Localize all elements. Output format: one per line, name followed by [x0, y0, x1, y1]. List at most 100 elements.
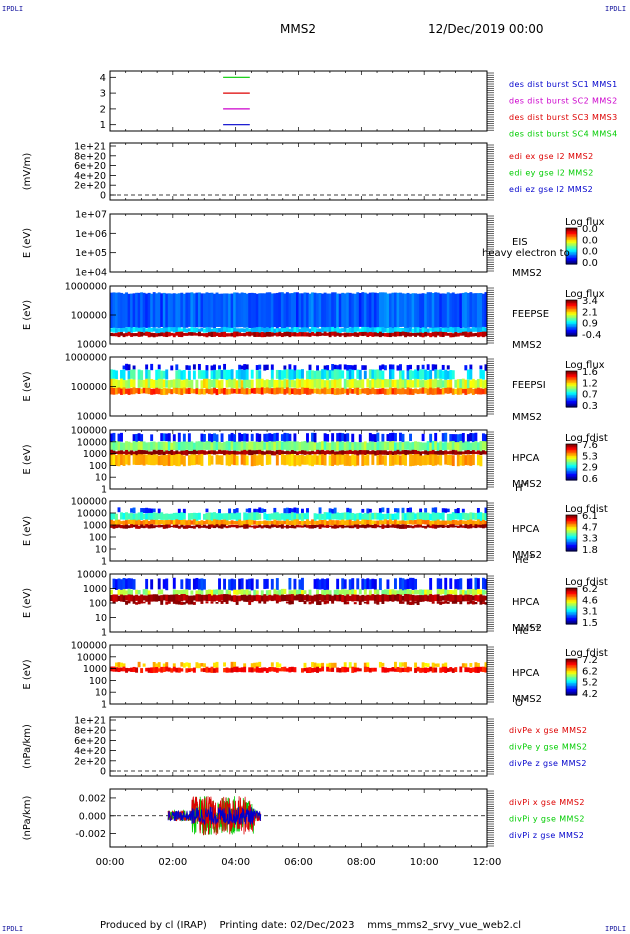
spectrogram-cell — [308, 332, 312, 337]
spectrogram-cell — [162, 524, 166, 529]
spectrogram-cell — [283, 432, 287, 442]
spectrogram-cell — [245, 369, 249, 381]
spectrogram-cell — [333, 379, 337, 388]
spectrogram-cell — [436, 512, 440, 521]
spectrogram-cell — [160, 520, 164, 525]
spectrogram-cell — [155, 387, 159, 394]
spectrogram-cell — [145, 331, 149, 336]
spectrogram-cell — [414, 454, 418, 466]
spectrogram-cell — [466, 589, 470, 595]
spectrogram-cell — [213, 519, 216, 526]
colorbar-cell — [566, 521, 577, 524]
spectrogram-cell — [411, 389, 415, 395]
spectrogram-cell — [275, 432, 279, 442]
spectrogram-cell — [127, 327, 131, 333]
spectrogram-cell — [318, 520, 322, 525]
spectrogram-cell — [195, 662, 199, 669]
spectrogram-cell — [295, 327, 299, 333]
spectrogram-cell — [125, 292, 128, 328]
spectrogram-cell — [112, 513, 116, 520]
spectrogram-cell — [228, 369, 232, 379]
spectrogram-cell — [270, 595, 274, 602]
spectrogram-cell — [469, 450, 473, 455]
spectrogram-cell — [378, 379, 382, 388]
spectrogram-cell — [248, 328, 252, 333]
spectrogram-cell — [303, 455, 307, 465]
spectrogram-cell — [434, 331, 438, 338]
spectrogram-cell — [285, 441, 289, 452]
panel-4-colorbar-title: Log flux — [565, 360, 605, 371]
spectrogram-cell — [293, 292, 297, 328]
spectrogram-cell — [263, 601, 267, 604]
spectrogram-cell — [376, 455, 380, 466]
spectrogram-cell — [376, 327, 380, 334]
spectrogram-cell — [399, 292, 402, 328]
spectrogram-cell — [451, 449, 455, 455]
spectrogram-cell — [240, 594, 244, 601]
spectrogram-cell — [401, 595, 405, 601]
spectrogram-cell — [218, 380, 221, 389]
panel-10-ytick-label: -0.002 — [75, 829, 106, 840]
spectrogram-cell — [391, 513, 395, 521]
spectrogram-cell — [456, 434, 460, 443]
spectrogram-cell — [253, 512, 257, 521]
spectrogram-cell — [378, 365, 382, 371]
spectrogram-cell — [476, 524, 480, 528]
spectrogram-cell — [454, 588, 458, 596]
spectrogram-cell — [135, 594, 139, 601]
spectrogram-cell — [280, 380, 284, 389]
spectrogram-cell — [466, 434, 470, 442]
spectrogram-cell — [205, 388, 209, 394]
spectrogram-cell — [157, 364, 161, 370]
colorbar-cell — [566, 601, 577, 604]
spectrogram-cell — [381, 379, 385, 389]
spectrogram-cell — [469, 432, 473, 442]
panel-8-ytick-label: 1000 — [83, 664, 107, 675]
spectrogram-cell — [278, 663, 282, 668]
spectrogram-cell — [459, 590, 463, 596]
spectrogram-cell — [439, 327, 443, 332]
spectrogram-cell — [145, 454, 149, 465]
spectrogram-cell — [238, 328, 242, 333]
spectrogram-cell — [426, 454, 430, 465]
spectrogram-cell — [165, 524, 169, 529]
spectrogram-cell — [388, 519, 392, 525]
spectrogram-cell — [436, 519, 440, 526]
colorbar-cell — [566, 683, 577, 686]
panel-8-ylabel: E (eV) — [22, 659, 33, 689]
panel-5-colorbar-tick: 5.3 — [582, 451, 598, 462]
spectrogram-cell — [353, 332, 357, 337]
spectrogram-cell — [316, 666, 319, 673]
spectrogram-cell — [172, 434, 176, 442]
panel-8-frame — [109, 644, 488, 705]
spectrogram-cell — [343, 332, 347, 338]
spectrogram-cell — [145, 293, 149, 328]
spectrogram-cell — [258, 449, 262, 455]
spectrogram-cell — [313, 667, 317, 673]
spectrogram-cell — [258, 524, 262, 528]
spectrogram-cell — [343, 293, 347, 329]
spectrogram-cell — [409, 332, 412, 337]
spectrogram-cell — [187, 519, 191, 526]
spectrogram-cell — [240, 380, 244, 388]
spectrogram-cell — [240, 520, 244, 526]
spectrogram-cell — [248, 331, 252, 337]
spectrogram-cell — [484, 578, 488, 590]
spectrogram-cell — [346, 512, 350, 521]
spectrogram-cell — [429, 520, 433, 526]
spectrogram-cell — [260, 331, 264, 338]
spectrogram-cell — [278, 331, 282, 337]
spectrogram-cell — [343, 595, 347, 603]
spectrogram-cell — [110, 589, 113, 595]
spectrogram-cell — [341, 450, 345, 455]
spectrogram-cell — [476, 327, 480, 333]
spectrogram-cell — [313, 292, 317, 329]
spectrogram-cell — [411, 600, 415, 605]
spectrogram-cell — [459, 666, 463, 673]
spectrogram-cell — [421, 379, 425, 389]
panel-3-ytick-label: 1000000 — [65, 282, 107, 293]
spectrogram-cell — [280, 524, 284, 529]
spectrogram-cell — [205, 666, 209, 673]
spectrogram-cell — [167, 594, 171, 602]
panel-5-colorbar — [565, 443, 578, 481]
